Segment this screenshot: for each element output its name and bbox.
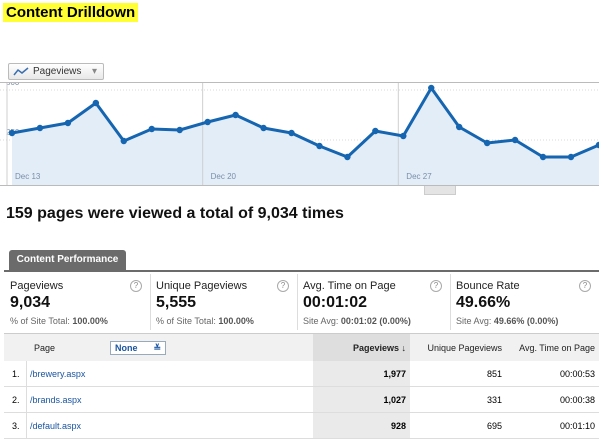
scorecard-label: Bounce Rate — [456, 280, 520, 292]
point — [288, 129, 295, 137]
point — [36, 124, 44, 132]
pageviews: 1,027 — [383, 395, 406, 405]
summary: 159 pages were viewed a total of 9,034 t… — [6, 205, 344, 222]
scorecard-value: 49.66% — [456, 294, 511, 311]
sorted-cell — [313, 387, 410, 412]
help-icon[interactable]: ? — [277, 280, 289, 292]
point — [567, 153, 575, 161]
sub-label: % of Site Total: — [10, 316, 70, 326]
page: {"header": {"title": "Content Drilldown"… — [0, 3, 599, 439]
scorecard-label: Unique Pageviews — [156, 280, 248, 292]
sub-value: 100.00% — [218, 316, 254, 326]
row-number: 2. — [12, 395, 20, 405]
dropdown-arrow: ≚ — [153, 343, 161, 353]
point — [511, 136, 519, 144]
sub-value: 100.00% — [72, 316, 108, 326]
tab-rule — [4, 270, 599, 272]
col-divider — [26, 361, 27, 386]
scorecard-value: 5,555 — [156, 294, 197, 311]
col-divider — [26, 413, 27, 438]
x-tick-label: Dec 20 — [211, 172, 237, 181]
sorted-column — [313, 334, 410, 361]
pageviews: 928 — [390, 421, 406, 431]
unique-pageviews: 851 — [486, 369, 502, 379]
column-header[interactable]: Pageviews ↓ — [352, 343, 406, 353]
row-number: 3. — [12, 421, 20, 431]
table-row: 3. /default.aspx 928 695 00:01:10 — [4, 413, 599, 439]
point — [148, 125, 155, 133]
point — [372, 127, 379, 135]
scorecard-sub: % of Site Total: 100.00% — [156, 316, 254, 326]
help-icon[interactable]: ? — [579, 280, 591, 292]
help-icon[interactable]: ? — [130, 280, 142, 292]
x-tick-label: Dec 13 — [15, 172, 41, 181]
help-icon[interactable]: ? — [430, 280, 442, 292]
metric-label: Pageviews — [33, 66, 82, 77]
line-icon — [13, 67, 29, 76]
filter-value: None — [115, 343, 138, 353]
sub-value: 49.66% (0.00%) — [493, 316, 559, 326]
dropdown-arrow: ▾ — [91, 66, 97, 77]
table-row: 2. /brands.aspx 1,027 331 00:00:38 — [4, 387, 599, 413]
point — [400, 132, 407, 140]
scorecard-label: Avg. Time on Page — [303, 280, 396, 292]
point — [204, 118, 211, 126]
column-header[interactable]: Page — [34, 343, 56, 353]
scorecard: Bounce Rate 49.66% Site Avg: 49.66% (0.00%… — [450, 274, 599, 330]
point — [232, 111, 239, 119]
point — [92, 99, 100, 107]
point — [64, 119, 72, 127]
point — [260, 124, 267, 132]
metric-button[interactable]: Pageviews ▾ — [8, 63, 104, 80]
sub-label: % of Site Total: — [156, 316, 216, 326]
column-header[interactable]: Avg. Time on Page — [519, 343, 595, 353]
page-link[interactable]: /brands.aspx — [30, 395, 82, 405]
y-tick-label: 500 — [6, 82, 20, 87]
point — [316, 142, 323, 150]
unique-pageviews: 331 — [486, 395, 502, 405]
area — [12, 88, 599, 186]
scorecard-sub: Site Avg: 00:01:02 (0.00%) — [303, 316, 411, 326]
point — [456, 123, 463, 131]
point — [483, 139, 491, 147]
page-link[interactable]: /brewery.aspx — [30, 369, 86, 379]
scorecard-value: 9,034 — [10, 294, 51, 311]
avg-time: 00:00:38 — [559, 395, 595, 405]
point — [595, 141, 599, 149]
tab[interactable]: Content Performance — [9, 250, 126, 270]
chart-handle[interactable] — [424, 186, 456, 195]
line — [11, 86, 599, 159]
sub-label: Site Avg: — [456, 316, 492, 326]
point — [344, 153, 351, 161]
page-link[interactable]: /default.aspx — [30, 421, 82, 431]
table-row: 1. /brewery.aspx 1,977 851 00:00:53 — [4, 361, 599, 387]
page-title: Content Drilldown — [3, 3, 139, 22]
scorecard: Unique Pageviews 5,555 % of Site Total: 10… — [150, 274, 298, 330]
scorecard: Pageviews 9,034 % of Site Total: 100.00%? — [4, 274, 151, 330]
row-number: 1. — [12, 369, 20, 379]
point — [176, 126, 183, 134]
x-tick-label: Dec 27 — [406, 172, 432, 181]
point — [428, 84, 435, 92]
col-divider — [26, 387, 27, 412]
unique-pageviews: 695 — [486, 421, 502, 431]
point — [120, 137, 128, 145]
avg-time: 00:01:10 — [559, 421, 595, 431]
sub-label: Site Avg: — [303, 316, 339, 326]
point — [8, 129, 16, 137]
scorecard-value: 00:01:02 — [303, 294, 368, 311]
avg-time: 00:00:53 — [559, 369, 595, 379]
table-header: Page None ≚ Pageviews ↓ Unique Pageviews … — [4, 333, 599, 362]
sorted-cell — [313, 361, 410, 386]
scorecard-sub: Site Avg: 49.66% (0.00%) — [456, 316, 558, 326]
column-header[interactable]: Unique Pageviews — [427, 343, 502, 353]
pageviews: 1,977 — [383, 369, 406, 379]
sub-value: 00:01:02 (0.00%) — [340, 316, 411, 326]
scorecard-label: Pageviews — [10, 280, 64, 292]
filter-dropdown[interactable]: None ≚ — [110, 341, 166, 355]
scorecard-sub: % of Site Total: 100.00% — [10, 316, 108, 326]
scorecard: Avg. Time on Page 00:01:02 Site Avg: 00:01… — [297, 274, 451, 330]
point — [539, 153, 547, 161]
